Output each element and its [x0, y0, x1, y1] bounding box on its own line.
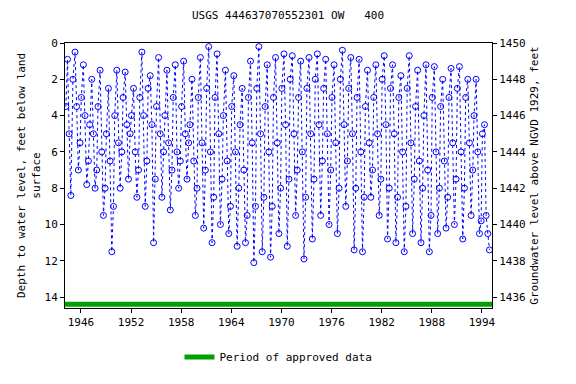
svg-text:Period of approved data: Period of approved data [220, 351, 372, 364]
svg-text:1448: 1448 [499, 73, 526, 86]
svg-text:1964: 1964 [218, 316, 245, 329]
svg-text:4: 4 [51, 109, 58, 122]
svg-text:1446: 1446 [499, 109, 526, 122]
svg-text:1970: 1970 [268, 316, 295, 329]
svg-text:1982: 1982 [368, 316, 395, 329]
svg-text:1450: 1450 [499, 37, 526, 50]
svg-text:8: 8 [51, 182, 58, 195]
svg-text:10: 10 [45, 218, 58, 231]
svg-text:1436: 1436 [499, 291, 526, 304]
svg-text:1952: 1952 [118, 316, 145, 329]
svg-text:Groundwater level above NGVD 1: Groundwater level above NGVD 1929, feet [528, 46, 541, 304]
svg-text:1438: 1438 [499, 255, 526, 268]
svg-text:12: 12 [45, 255, 58, 268]
svg-text:1994: 1994 [469, 316, 496, 329]
svg-text:1958: 1958 [168, 316, 195, 329]
svg-text:1442: 1442 [499, 182, 526, 195]
svg-text:0: 0 [51, 37, 58, 50]
svg-text:USGS 444637070552301 OW 400: USGS 444637070552301 OW 400 [192, 9, 384, 22]
svg-text:1440: 1440 [499, 218, 526, 231]
svg-text:1444: 1444 [499, 146, 526, 159]
svg-text:1976: 1976 [318, 316, 345, 329]
svg-text:Depth to water level, feet bel: Depth to water level, feet below landsur… [15, 53, 42, 298]
svg-text:1988: 1988 [419, 316, 446, 329]
svg-text:6: 6 [51, 146, 58, 159]
svg-text:2: 2 [51, 73, 58, 86]
svg-text:1946: 1946 [68, 316, 95, 329]
svg-text:14: 14 [45, 291, 59, 304]
